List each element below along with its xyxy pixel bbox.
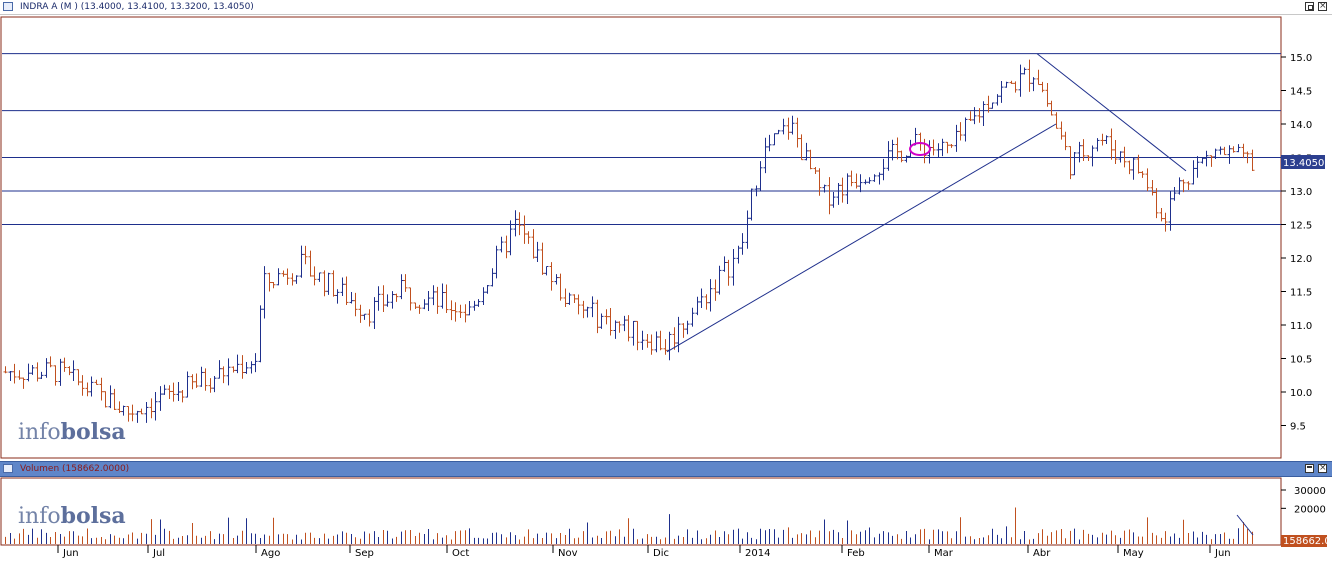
- volume-trend-stroke: [1236, 514, 1254, 536]
- close-icon[interactable]: [1318, 462, 1327, 474]
- x-tick-label: Ago: [261, 548, 280, 559]
- volume-y-tick-label: 20000: [1294, 504, 1326, 515]
- close-icon[interactable]: [1318, 0, 1327, 12]
- x-tick-label: May: [1123, 548, 1144, 559]
- x-tick-label: Jun: [62, 548, 79, 559]
- price-panel-title-bar: INDRA A (M ) (13.4000, 13.4100, 13.3200,…: [0, 0, 1332, 15]
- x-tick-label: Feb: [847, 548, 865, 559]
- x-axis-labels: Jun Jul Ago Sep Oct Nov Dic 2014 Feb Mar Abr May Jun: [57, 545, 1231, 559]
- y-tick-label: 10.0: [1290, 388, 1312, 399]
- trendlines: [666, 53, 1187, 353]
- volume-y-tick-label: 30000: [1294, 486, 1326, 497]
- volume-y-ticks: 30000 20000: [1281, 486, 1326, 515]
- x-tick-label: Jun: [1214, 548, 1231, 559]
- highlight-ellipse: [909, 142, 931, 156]
- window-icon[interactable]: [3, 464, 13, 473]
- price-y-ticks: 15.014.514.013.513.012.512.011.511.010.5…: [1281, 53, 1312, 433]
- volume-panel-title: Volumen (158662.0000): [20, 464, 130, 474]
- x-tick-label: Abr: [1033, 548, 1051, 559]
- y-tick-label: 12.5: [1290, 221, 1312, 232]
- x-tick-label: Jul: [152, 548, 165, 559]
- x-tick-label: Sep: [355, 548, 374, 559]
- price-watermark: infobolsa: [18, 419, 126, 445]
- y-tick-label: 15.0: [1290, 53, 1312, 64]
- minimize-icon[interactable]: [1305, 464, 1314, 473]
- x-tick-label: Mar: [934, 548, 954, 559]
- x-tick-label: 2014: [745, 548, 770, 559]
- last-price-label-bg: [1281, 155, 1325, 169]
- last-price-label: 13.4050: [1283, 158, 1324, 169]
- trendline: [1036, 53, 1187, 172]
- x-tick-label: Nov: [558, 548, 578, 559]
- y-tick-label: 12.0: [1290, 254, 1312, 265]
- window-icon[interactable]: [3, 2, 13, 11]
- y-tick-label: 10.5: [1290, 355, 1312, 366]
- y-tick-label: 14.5: [1290, 87, 1312, 98]
- x-tick-label: Oct: [452, 548, 469, 559]
- price-chart: 15.014.514.013.513.012.512.011.511.010.5…: [0, 16, 1325, 459]
- price-panel-title: INDRA A (M ) (13.4000, 13.4100, 13.3200,…: [20, 2, 254, 12]
- y-tick-label: 11.5: [1290, 288, 1312, 299]
- volume-last-label: 158662.00: [1283, 536, 1332, 547]
- y-tick-label: 13.0: [1290, 187, 1312, 198]
- volume-chart: 30000 20000 158662.00 infobolsa Jun Jul Ago…: [0, 477, 1332, 559]
- horizontal-lines: [2, 53, 1281, 225]
- price-bars: [3, 59, 1255, 423]
- volume-watermark: infobolsa: [18, 503, 126, 529]
- price-plot-border: [0, 16, 1282, 459]
- x-tick-label: Dic: [653, 548, 669, 559]
- trendline: [666, 123, 1057, 353]
- y-tick-label: 9.5: [1290, 422, 1306, 433]
- y-tick-label: 14.0: [1290, 120, 1312, 131]
- volume-last-label-bg: [1281, 535, 1327, 547]
- volume-bars: [5, 507, 1253, 544]
- y-tick-label: 11.0: [1290, 321, 1312, 332]
- restore-icon[interactable]: [1305, 2, 1314, 11]
- volume-panel-title-bar: Volumen (158662.0000): [0, 461, 1332, 477]
